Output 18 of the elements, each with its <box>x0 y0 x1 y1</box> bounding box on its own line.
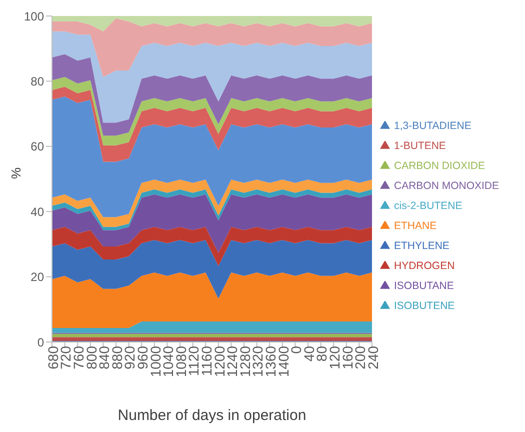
y-tick-label: 60 <box>30 140 44 154</box>
y-tick-label: 80 <box>30 74 44 88</box>
legend-label: ETHYLENE <box>394 240 450 252</box>
legend-label: cis-2-BUTENE <box>394 200 462 212</box>
y-tick-label: 100 <box>24 9 44 24</box>
legend-label: CARBON DIOXIDE <box>394 160 485 172</box>
y-tick-label: 40 <box>30 204 44 219</box>
y-axis-title: % <box>8 167 24 179</box>
legend-label: 1-BUTENE <box>394 140 446 152</box>
legend-label: 1,3-BUTADIENE <box>394 120 472 132</box>
legend-label: HYDROGEN <box>394 260 455 272</box>
legend-label: ISOBUTANE <box>394 280 454 292</box>
legend-label: ETHANE <box>394 220 437 232</box>
x-axis-title: Number of days in operation <box>118 407 306 424</box>
y-tick-label: 0 <box>37 335 44 350</box>
legend-label: ISOBUTENE <box>394 300 455 312</box>
legend-label: CARBON MONOXIDE <box>394 180 499 192</box>
y-tick-label: 20 <box>30 270 44 284</box>
